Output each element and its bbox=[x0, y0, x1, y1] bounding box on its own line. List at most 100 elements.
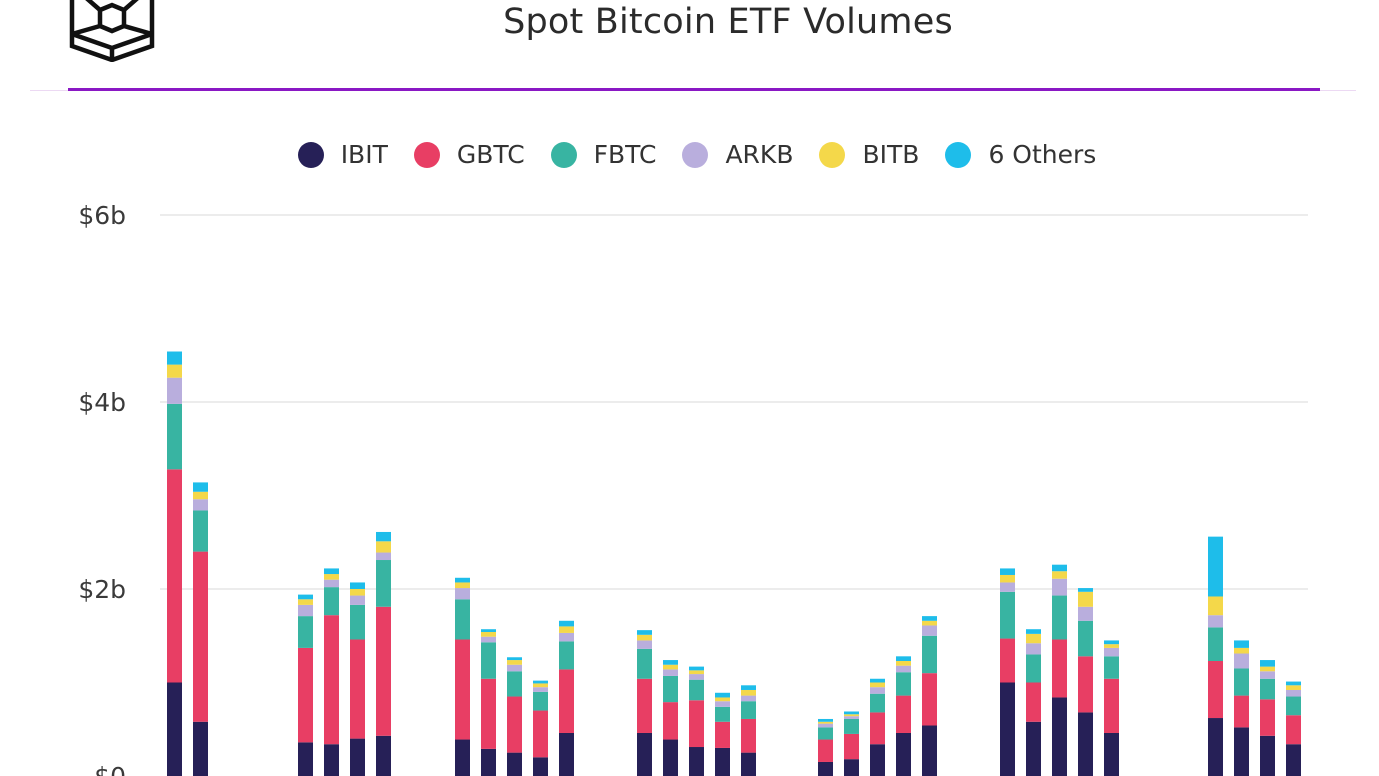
bar-segment-bitb[interactable] bbox=[715, 697, 730, 702]
bar-segment-ibit[interactable] bbox=[1286, 744, 1301, 776]
bar-segment-arkb[interactable] bbox=[507, 664, 522, 672]
legend-item-fbtc[interactable]: FBTC bbox=[550, 140, 656, 169]
bar-segment-fbtc[interactable] bbox=[1286, 696, 1301, 716]
bar-segment-bitb[interactable] bbox=[637, 634, 652, 641]
bar-segment-ibit[interactable] bbox=[663, 739, 678, 776]
bar-segment-bitb[interactable] bbox=[1052, 571, 1067, 579]
bar-segment-gbtc[interactable] bbox=[741, 718, 756, 753]
bar-segment-gbtc[interactable] bbox=[1208, 660, 1223, 719]
bar-segment-bitb[interactable] bbox=[1000, 574, 1015, 583]
bar-segment-fbtc[interactable] bbox=[870, 693, 885, 713]
bar-segment-ibit[interactable] bbox=[689, 747, 704, 776]
bar-segment-gbtc[interactable] bbox=[637, 678, 652, 733]
bar-segment-6-others[interactable] bbox=[324, 568, 339, 575]
bar-segment-6-others[interactable] bbox=[1078, 588, 1093, 592]
bar-segment-arkb[interactable] bbox=[298, 604, 313, 617]
bar-segment-ibit[interactable] bbox=[715, 747, 730, 776]
bar-segment-6-others[interactable] bbox=[1104, 640, 1119, 645]
bar-segment-gbtc[interactable] bbox=[507, 696, 522, 753]
bar-segment-arkb[interactable] bbox=[1208, 615, 1223, 628]
bar-segment-gbtc[interactable] bbox=[455, 639, 470, 740]
bar-segment-arkb[interactable] bbox=[533, 687, 548, 692]
bar-segment-gbtc[interactable] bbox=[870, 712, 885, 745]
bar-segment-fbtc[interactable] bbox=[818, 727, 833, 740]
bar-segment-gbtc[interactable] bbox=[1286, 715, 1301, 745]
bar-segment-ibit[interactable] bbox=[559, 732, 574, 776]
bar-segment-bitb[interactable] bbox=[350, 589, 365, 596]
bar-segment-arkb[interactable] bbox=[1000, 582, 1015, 592]
bar-segment-arkb[interactable] bbox=[896, 665, 911, 673]
bar-segment-6-others[interactable] bbox=[741, 685, 756, 690]
bar-segment-bitb[interactable] bbox=[1260, 666, 1275, 672]
bar-segment-arkb[interactable] bbox=[1078, 606, 1093, 621]
bar-segment-ibit[interactable] bbox=[167, 682, 182, 776]
bar-segment-arkb[interactable] bbox=[637, 640, 652, 649]
bar-segment-fbtc[interactable] bbox=[896, 672, 911, 696]
bar-segment-ibit[interactable] bbox=[533, 757, 548, 776]
bar-segment-fbtc[interactable] bbox=[533, 691, 548, 711]
bar-segment-arkb[interactable] bbox=[376, 552, 391, 561]
bar-segment-fbtc[interactable] bbox=[193, 510, 208, 552]
bar-segment-arkb[interactable] bbox=[741, 695, 756, 702]
bar-segment-gbtc[interactable] bbox=[1234, 695, 1249, 728]
bar-segment-ibit[interactable] bbox=[870, 744, 885, 776]
bar-segment-6-others[interactable] bbox=[663, 660, 678, 665]
bar-segment-gbtc[interactable] bbox=[715, 721, 730, 748]
legend-item-gbtc[interactable]: GBTC bbox=[413, 140, 525, 169]
bar-segment-6-others[interactable] bbox=[689, 666, 704, 671]
bar-segment-6-others[interactable] bbox=[1286, 681, 1301, 686]
bar-segment-bitb[interactable] bbox=[193, 491, 208, 500]
bar-segment-ibit[interactable] bbox=[1104, 732, 1119, 776]
bar-segment-arkb[interactable] bbox=[663, 669, 678, 676]
bar-segment-ibit[interactable] bbox=[1234, 727, 1249, 776]
bar-segment-bitb[interactable] bbox=[922, 620, 937, 626]
bar-segment-fbtc[interactable] bbox=[637, 648, 652, 679]
bar-segment-gbtc[interactable] bbox=[689, 700, 704, 748]
bar-segment-gbtc[interactable] bbox=[481, 678, 496, 749]
legend-item-arkb[interactable]: ARKB bbox=[682, 140, 793, 169]
bar-segment-fbtc[interactable] bbox=[559, 641, 574, 670]
bar-segment-bitb[interactable] bbox=[1104, 644, 1119, 648]
bar-segment-ibit[interactable] bbox=[324, 744, 339, 776]
bar-segment-bitb[interactable] bbox=[1026, 633, 1041, 644]
bar-segment-bitb[interactable] bbox=[481, 632, 496, 637]
bar-segment-ibit[interactable] bbox=[507, 752, 522, 776]
bar-segment-6-others[interactable] bbox=[455, 577, 470, 583]
bar-segment-6-others[interactable] bbox=[559, 620, 574, 627]
bar-segment-6-others[interactable] bbox=[844, 711, 859, 715]
bar-segment-6-others[interactable] bbox=[1052, 564, 1067, 572]
bar-segment-6-others[interactable] bbox=[1000, 568, 1015, 575]
bar-segment-fbtc[interactable] bbox=[350, 604, 365, 640]
bar-segment-gbtc[interactable] bbox=[559, 669, 574, 733]
bar-segment-bitb[interactable] bbox=[689, 670, 704, 675]
bar-segment-gbtc[interactable] bbox=[663, 702, 678, 740]
bar-segment-gbtc[interactable] bbox=[1000, 638, 1015, 683]
bar-segment-arkb[interactable] bbox=[1234, 653, 1249, 669]
bar-segment-bitb[interactable] bbox=[741, 689, 756, 696]
bar-segment-arkb[interactable] bbox=[455, 588, 470, 600]
bar-segment-ibit[interactable] bbox=[455, 739, 470, 776]
bar-segment-gbtc[interactable] bbox=[1104, 678, 1119, 733]
bar-segment-gbtc[interactable] bbox=[1260, 699, 1275, 736]
bar-segment-arkb[interactable] bbox=[1104, 647, 1119, 657]
bar-segment-bitb[interactable] bbox=[818, 721, 833, 724]
bar-segment-6-others[interactable] bbox=[818, 718, 833, 722]
bar-segment-ibit[interactable] bbox=[376, 735, 391, 776]
bar-segment-ibit[interactable] bbox=[1026, 721, 1041, 776]
bar-segment-gbtc[interactable] bbox=[1026, 682, 1041, 722]
bar-segment-fbtc[interactable] bbox=[1026, 654, 1041, 683]
bar-segment-fbtc[interactable] bbox=[741, 701, 756, 719]
bar-segment-arkb[interactable] bbox=[689, 674, 704, 680]
bar-segment-fbtc[interactable] bbox=[1208, 627, 1223, 661]
bar-segment-6-others[interactable] bbox=[637, 630, 652, 635]
bar-segment-arkb[interactable] bbox=[1026, 643, 1041, 655]
bar-segment-arkb[interactable] bbox=[715, 701, 730, 707]
bar-segment-fbtc[interactable] bbox=[922, 635, 937, 674]
bar-segment-fbtc[interactable] bbox=[507, 671, 522, 697]
bar-segment-arkb[interactable] bbox=[481, 636, 496, 643]
bar-segment-fbtc[interactable] bbox=[324, 587, 339, 616]
bar-segment-6-others[interactable] bbox=[350, 582, 365, 589]
bar-segment-bitb[interactable] bbox=[559, 626, 574, 633]
bar-segment-bitb[interactable] bbox=[533, 683, 548, 688]
legend-item-others[interactable]: 6 Others bbox=[945, 140, 1096, 169]
